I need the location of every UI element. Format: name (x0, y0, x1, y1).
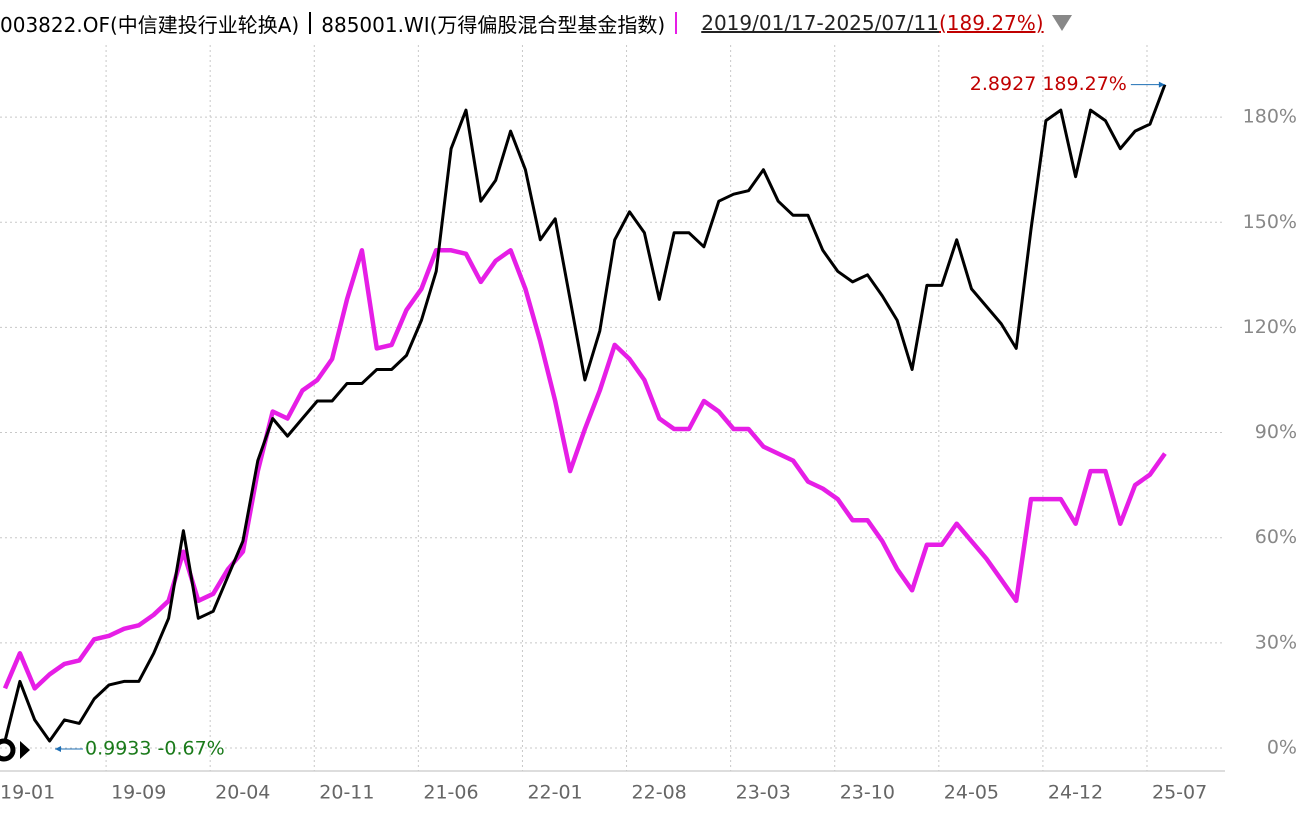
x-tick-label: 25-07 (1152, 782, 1207, 804)
play-icon[interactable] (20, 741, 30, 759)
x-tick-label: 22-01 (527, 782, 582, 804)
annotation-arrowhead (1158, 81, 1165, 88)
range-return: (189.27%) (939, 11, 1044, 35)
legend: 003822.OF(中信建投行业轮换A) 885001.WI(万得偏股混合型基金… (0, 0, 1308, 46)
annotation: 0.9933 -0.67% (85, 737, 225, 759)
x-tick-label: 19-01 (0, 782, 55, 804)
x-tick-label: 22-08 (632, 782, 687, 804)
y-tick-label: 90% (1255, 421, 1297, 443)
dropdown-icon[interactable] (1051, 15, 1072, 31)
x-tick-label: 23-03 (736, 782, 791, 804)
series-line (2, 248, 1167, 691)
y-tick-label: 180% (1243, 106, 1297, 128)
annotation: 2.8927 189.27% (970, 73, 1127, 95)
date-range: 2019/01/17-2025/07/11 (701, 11, 939, 35)
y-tick-label: 60% (1255, 526, 1297, 548)
separator (309, 12, 312, 34)
y-tick-label: 30% (1255, 631, 1297, 653)
legend-entry: 003822.OF(中信建投行业轮换A) (0, 12, 300, 37)
separator (675, 12, 678, 34)
x-tick-label: 20-04 (215, 782, 270, 804)
x-tick-label: 20-11 (319, 782, 374, 804)
start-marker (0, 738, 16, 762)
legend-entry: 885001.WI(万得偏股混合型基金指数) (321, 12, 666, 37)
y-tick-label: 150% (1243, 211, 1297, 233)
y-tick-label: 0% (1267, 736, 1297, 758)
x-tick-label: 21-06 (423, 782, 478, 804)
x-tick-label: 19-09 (111, 782, 166, 804)
x-tick-label: 24-05 (944, 782, 999, 804)
x-tick-label: 24-12 (1048, 782, 1103, 804)
annotation-arrowhead (55, 745, 61, 752)
x-tick-label: 23-10 (840, 782, 895, 804)
y-tick-label: 120% (1243, 316, 1297, 338)
series-line (3, 84, 1167, 743)
